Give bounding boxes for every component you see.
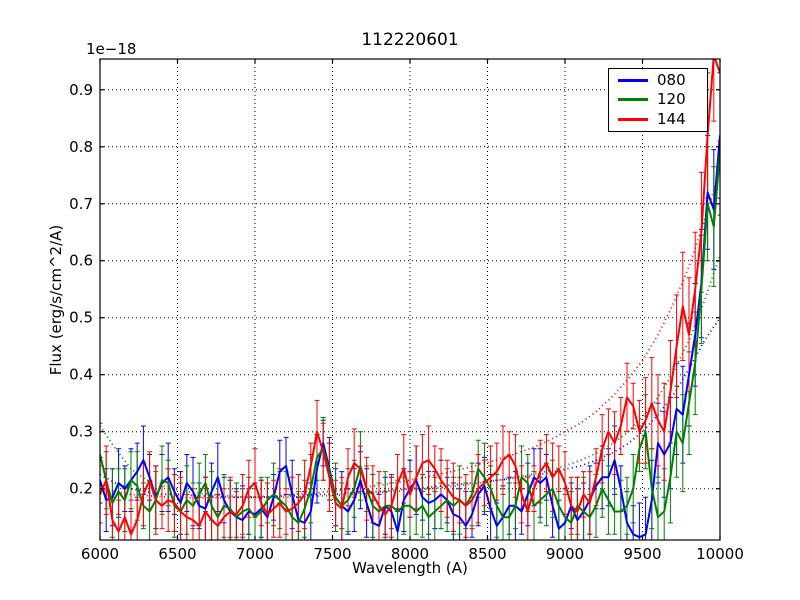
y-tick-label: 0.2 — [69, 480, 93, 498]
legend-label: 080 — [657, 71, 686, 90]
x-tick-label: 10000 — [696, 545, 744, 563]
legend-line-sample — [618, 117, 648, 121]
legend-item-120: 120 — [609, 92, 707, 107]
x-tick-label: 6000 — [81, 545, 119, 563]
legend-item-080: 080 — [609, 73, 707, 88]
y-axis-label: Flux (erg/s/cm^2/A) — [47, 224, 65, 376]
y-tick-label: 0.4 — [69, 366, 93, 384]
x-tick-label: 8000 — [391, 545, 429, 563]
y-tick-label: 0.7 — [69, 195, 93, 213]
y-tick-label: 0.9 — [69, 81, 93, 99]
y-tick-label: 0.8 — [69, 138, 93, 156]
x-tick-label: 6500 — [158, 545, 196, 563]
x-tick-label: 8500 — [468, 545, 506, 563]
legend-label: 120 — [657, 90, 686, 109]
chart-title: 112220601 — [361, 30, 459, 50]
series-120-line — [100, 152, 720, 524]
legend-line-sample — [618, 98, 648, 102]
x-tick-label: 7500 — [313, 545, 351, 563]
legend-line-sample — [618, 79, 648, 83]
legend-label: 144 — [657, 109, 686, 128]
x-tick-label: 7000 — [236, 545, 274, 563]
series-080-line — [100, 135, 720, 539]
y-tick-label: 0.3 — [69, 423, 93, 441]
model-144-model — [100, 169, 720, 499]
y-axis-offset-label: 1e−18 — [86, 40, 137, 58]
y-tick-label: 0.5 — [69, 309, 93, 327]
x-tick-label: 9500 — [623, 545, 661, 563]
legend: 080 120 144 — [608, 68, 708, 132]
legend-item-144: 144 — [609, 109, 707, 128]
x-tick-label: 9000 — [546, 545, 584, 563]
series-144-line — [100, 59, 720, 536]
y-tick-label: 0.6 — [69, 252, 93, 270]
x-axis-label: Wavelength (A) — [352, 559, 468, 577]
